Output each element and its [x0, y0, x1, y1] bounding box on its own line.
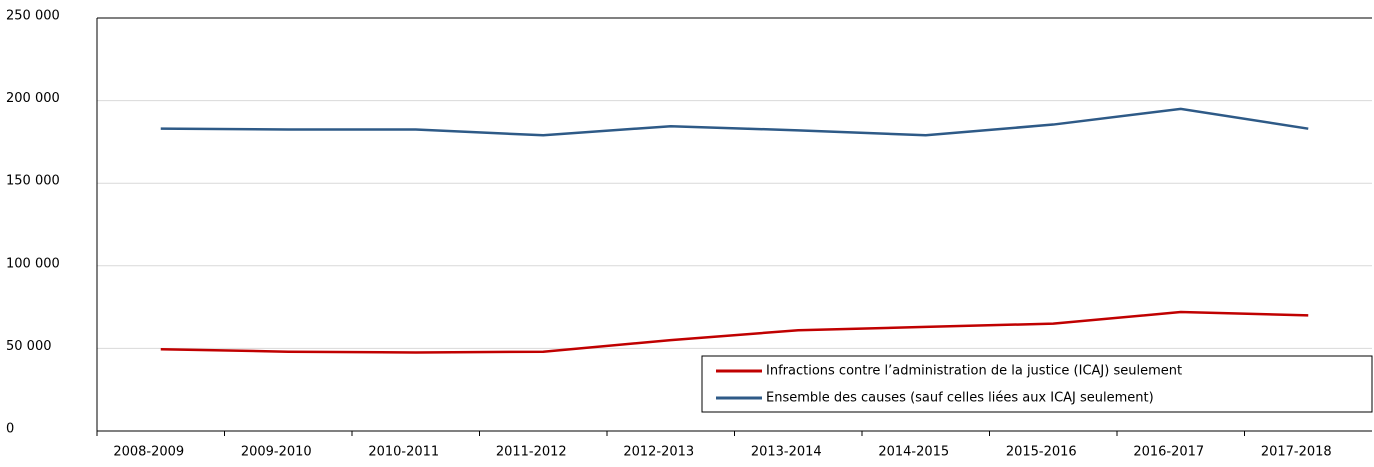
x-tick-label: 2011-2012 [496, 445, 567, 460]
x-tick-label: 2017-2018 [1261, 445, 1332, 460]
x-tick-label: 2014-2015 [878, 445, 949, 460]
y-tick-label: 100 000 [6, 256, 60, 271]
x-tick-label: 2010-2011 [368, 445, 439, 460]
legend-label: Ensemble des causes (sauf celles liées a… [766, 391, 1154, 406]
legend-box [701, 355, 1373, 413]
x-tick-label: 2009-2010 [241, 445, 312, 460]
x-tick-label: 2015-2016 [1006, 445, 1077, 460]
y-tick-label: 200 000 [6, 91, 60, 106]
y-tick-label: 250 000 [6, 9, 60, 24]
x-tick-label: 2013-2014 [751, 445, 822, 460]
x-tick-label: 2008-2009 [113, 445, 184, 460]
series-line [160, 310, 1309, 354]
y-tick-label: 150 000 [6, 174, 60, 189]
series-line [160, 107, 1309, 137]
legend-label: Infractions contre l’administration de l… [766, 364, 1182, 379]
x-tick-label: 2016-2017 [1133, 445, 1204, 460]
y-tick-label: 0 [6, 422, 14, 437]
x-tick-label: 2012-2013 [623, 445, 694, 460]
y-tick-label: 50 000 [6, 339, 52, 354]
